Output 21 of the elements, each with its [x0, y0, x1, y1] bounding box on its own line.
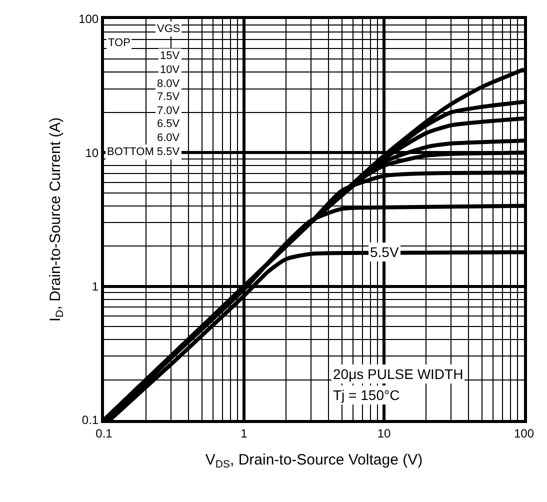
y-tick-label: 0.1	[82, 413, 99, 428]
annotation: 10V	[160, 64, 180, 76]
annotation: 8.0V	[157, 78, 180, 90]
y-tick-label: 100	[78, 12, 99, 26]
annotation: 20μs PULSE WIDTH	[333, 366, 464, 382]
annotation: TOP	[108, 37, 130, 49]
x-tick-label: 0.1	[96, 426, 113, 440]
annotation: 15V	[160, 50, 180, 62]
annotation: Tj = 150°C	[333, 387, 400, 403]
x-tick-label: 1	[240, 426, 248, 440]
annotation: 7.0V	[157, 105, 180, 117]
annotation: 6.0V	[157, 132, 180, 144]
y-tick-label: 10	[85, 146, 99, 160]
annotation: VGS	[157, 23, 180, 35]
y-tick-label: 1	[92, 280, 99, 294]
annotation: 7.5V	[157, 91, 180, 103]
x-axis-title: V$_{DS}$, Drain-to-Source Voltage (V)	[205, 451, 423, 471]
x-tick-label: 100	[514, 426, 534, 440]
annotation: BOTTOM 5.5V	[107, 146, 180, 158]
annotation: 6.5V	[157, 118, 180, 130]
x-tick-label: 10	[377, 426, 391, 440]
